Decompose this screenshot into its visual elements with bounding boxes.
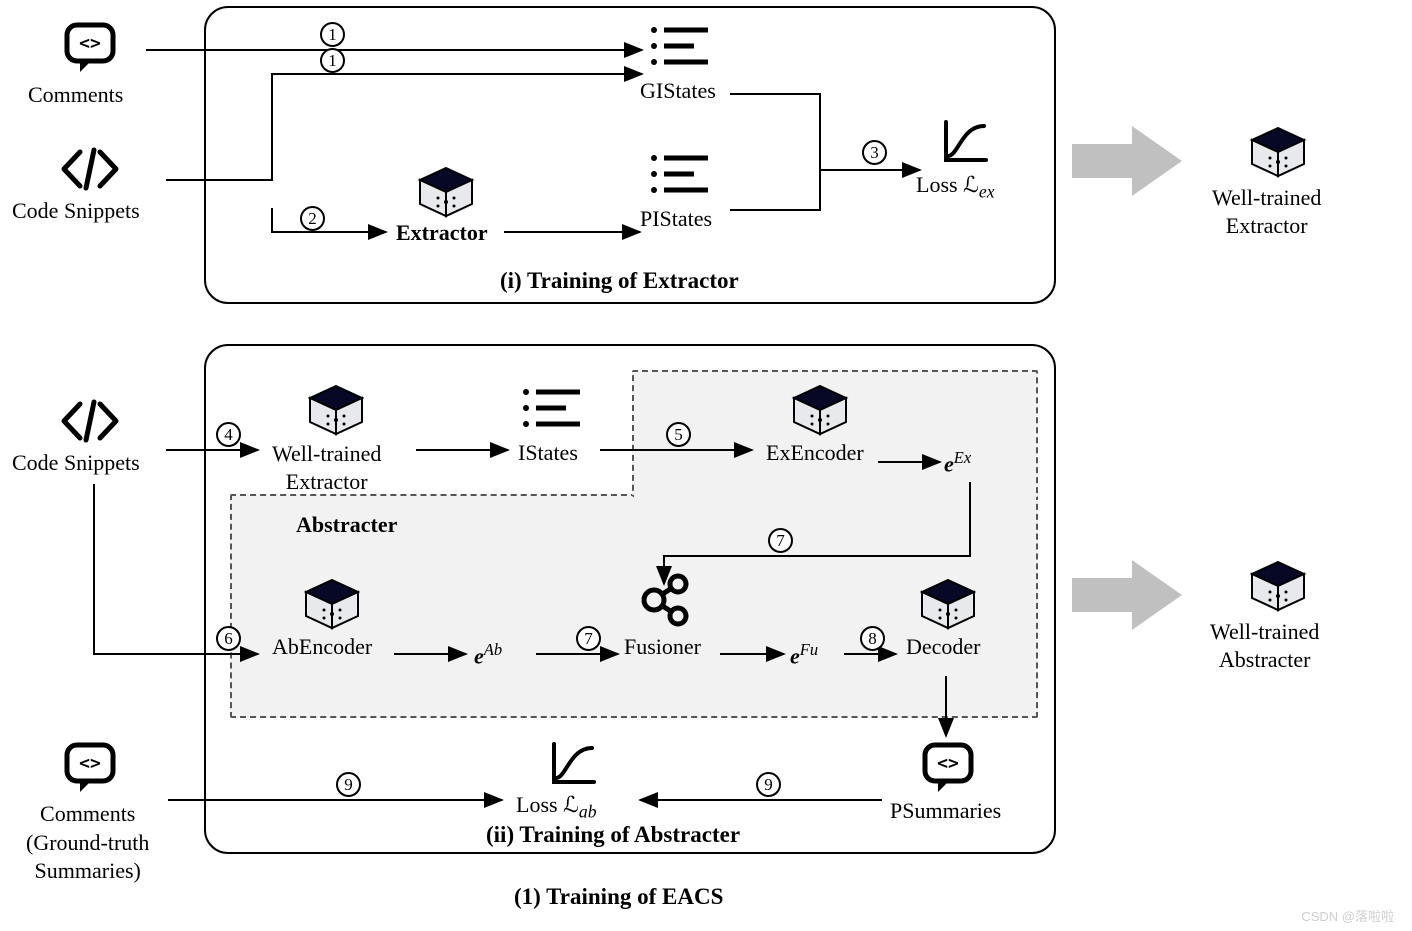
- loss-ab-icon: [548, 740, 598, 788]
- code-snippets-label-top: Code Snippets: [12, 198, 140, 224]
- decoder-label: Decoder: [906, 634, 981, 660]
- svg-text:<>: <>: [79, 33, 101, 54]
- gistates-label: GIStates: [640, 78, 716, 104]
- step-8: 8: [860, 626, 885, 651]
- step-7a: 7: [576, 626, 601, 651]
- pistates-icon: [646, 150, 714, 200]
- e-ab-label: eAb: [474, 640, 502, 669]
- step-5: 5: [666, 422, 691, 447]
- well-trained-extractor-left-icon: [306, 384, 366, 436]
- abencoder-label: AbEncoder: [272, 634, 372, 660]
- exencoder-icon: [790, 384, 850, 436]
- decoder-icon: [918, 578, 978, 630]
- psummaries-label: PSummaries: [890, 798, 1001, 824]
- gistates-icon: [646, 22, 714, 72]
- abencoder-icon: [302, 578, 362, 630]
- panel-ii-caption: (ii) Training of Abstracter: [486, 822, 740, 848]
- e-fu-label: eFu: [790, 640, 818, 669]
- step-1b: 1: [320, 48, 345, 73]
- abstracter-label: Abstracter: [296, 512, 397, 538]
- watermark: CSDN @落啦啦: [1301, 906, 1394, 925]
- svg-text:<>: <>: [79, 753, 101, 774]
- code-snippets-label-mid: Code Snippets: [12, 450, 140, 476]
- exencoder-label: ExEncoder: [766, 440, 864, 466]
- panel-i-caption: (i) Training of Extractor: [500, 268, 739, 294]
- loss-ex-label: Loss ℒex: [916, 172, 995, 202]
- well-trained-extractor-label: Well-trainedExtractor: [1212, 184, 1321, 239]
- code-snippets-icon-mid: [58, 398, 122, 444]
- well-trained-abstracter-label: Well-trainedAbstracter: [1210, 618, 1319, 673]
- step-9a: 9: [336, 772, 361, 797]
- big-arrow-top: [1072, 126, 1192, 196]
- comments-bottom-icon: <>: [62, 740, 118, 796]
- step-2: 2: [300, 206, 325, 231]
- well-trained-extractor-left-label: Well-trainedExtractor: [272, 440, 381, 495]
- step-1a: 1: [320, 22, 345, 47]
- loss-ab-label: Loss ℒab: [516, 792, 597, 822]
- comments-bottom-label: Comments(Ground-truthSummaries): [26, 800, 149, 886]
- fusioner-icon: [636, 570, 694, 628]
- istates-label: IStates: [518, 440, 578, 466]
- step-4: 4: [216, 422, 241, 447]
- step-6: 6: [216, 626, 241, 651]
- svg-text:<>: <>: [937, 753, 959, 774]
- fusioner-label: Fusioner: [624, 634, 701, 660]
- well-trained-abstracter-icon: [1248, 560, 1308, 612]
- loss-ex-icon: [940, 118, 990, 166]
- well-trained-extractor-icon: [1248, 126, 1308, 178]
- extractor-icon: [416, 166, 476, 218]
- istates-icon: [518, 384, 586, 434]
- overall-caption: (1) Training of EACS: [514, 884, 723, 910]
- big-arrow-bottom: [1072, 560, 1192, 630]
- step-3: 3: [862, 140, 887, 165]
- comments-label: Comments: [28, 82, 123, 108]
- step-9b: 9: [756, 772, 781, 797]
- comments-icon: <>: [62, 20, 118, 76]
- code-snippets-icon-top: [58, 146, 122, 192]
- e-ex-label: eEx: [944, 448, 971, 477]
- step-7b: 7: [768, 528, 793, 553]
- psummaries-icon: <>: [920, 740, 976, 796]
- pistates-label: PIStates: [640, 206, 712, 232]
- extractor-label: Extractor: [396, 220, 488, 246]
